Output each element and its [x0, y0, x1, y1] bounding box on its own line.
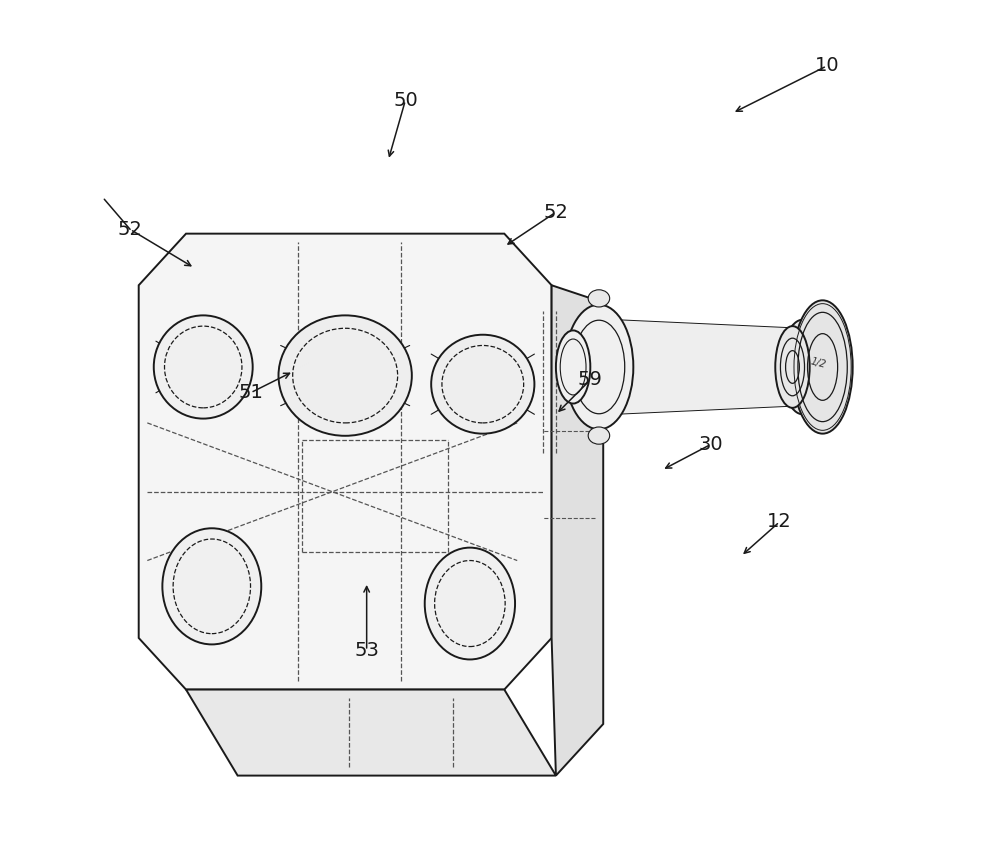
- Ellipse shape: [588, 290, 610, 307]
- Text: 53: 53: [354, 641, 379, 660]
- Text: 12: 12: [767, 513, 792, 532]
- Ellipse shape: [154, 315, 253, 419]
- Text: 52: 52: [543, 203, 568, 222]
- Ellipse shape: [162, 528, 261, 645]
- Text: 10: 10: [815, 56, 839, 75]
- Ellipse shape: [792, 300, 853, 433]
- Text: 51: 51: [238, 383, 263, 402]
- Ellipse shape: [431, 335, 534, 433]
- Ellipse shape: [588, 427, 610, 444]
- Ellipse shape: [278, 315, 412, 436]
- Text: 59: 59: [578, 370, 603, 389]
- Polygon shape: [139, 234, 552, 690]
- Text: 1/2: 1/2: [809, 356, 827, 369]
- Ellipse shape: [781, 319, 824, 414]
- Polygon shape: [186, 690, 556, 776]
- Ellipse shape: [425, 548, 515, 659]
- Ellipse shape: [556, 331, 590, 404]
- Ellipse shape: [565, 305, 633, 430]
- Ellipse shape: [775, 326, 810, 408]
- Text: 30: 30: [698, 435, 723, 454]
- Polygon shape: [603, 319, 792, 414]
- Polygon shape: [552, 286, 603, 776]
- Text: 52: 52: [118, 220, 143, 239]
- Text: 50: 50: [393, 91, 418, 110]
